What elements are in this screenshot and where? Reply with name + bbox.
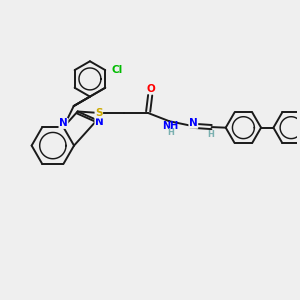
Text: O: O: [147, 83, 155, 94]
Text: N: N: [189, 118, 198, 128]
Text: Cl: Cl: [112, 65, 123, 75]
Text: N: N: [95, 117, 104, 128]
Text: H: H: [208, 130, 214, 139]
Text: N: N: [59, 118, 68, 128]
Text: H: H: [167, 128, 174, 137]
Text: S: S: [95, 108, 103, 118]
Text: NH: NH: [163, 121, 179, 130]
